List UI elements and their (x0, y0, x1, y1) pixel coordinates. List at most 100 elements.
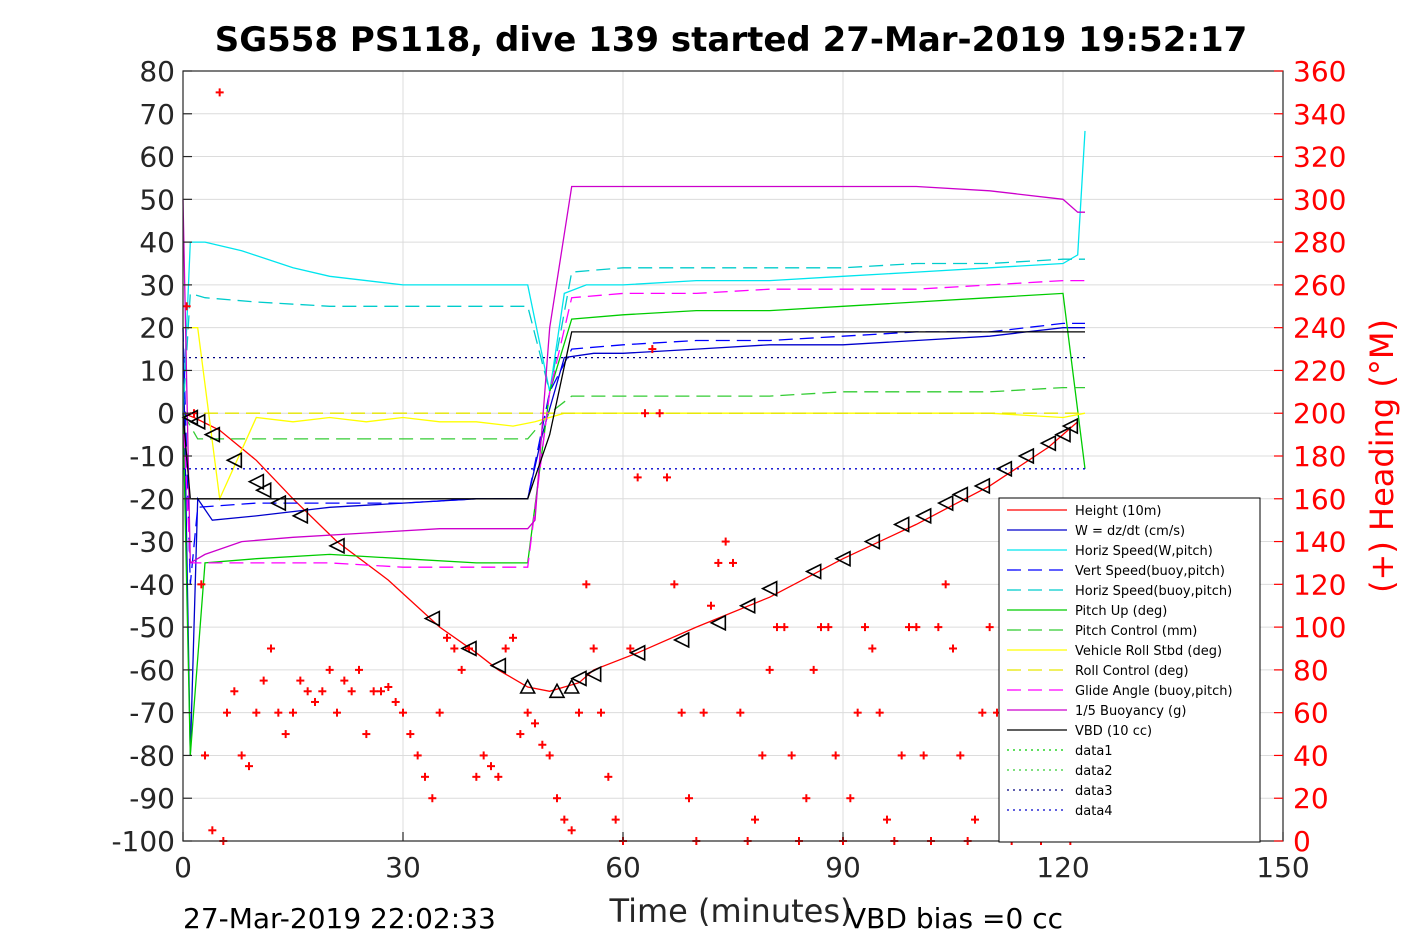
heading-point-20 (318, 687, 327, 696)
heading-point-33 (413, 751, 422, 760)
y-tick-label-4: 40 (139, 226, 175, 259)
x-tick-label-0: 0 (174, 851, 192, 884)
y-tick-label-2: 60 (139, 141, 175, 174)
series-line-2 (182, 130, 1086, 414)
footer-timestamp: 27-Mar-2019 22:02:33 (183, 902, 496, 935)
heading-point-60 (611, 815, 620, 824)
y-right-tick-label-5: 260 (1293, 269, 1346, 302)
heading-point-67 (663, 473, 671, 482)
series-line-1 (182, 327, 1085, 756)
marker-down-3 (225, 451, 243, 469)
y-right-tick-label-15: 60 (1293, 697, 1329, 730)
marker-down-13 (584, 665, 602, 683)
marker-down-30 (1054, 426, 1071, 443)
legend-box (998, 497, 1261, 843)
heading-point-4 (208, 826, 217, 835)
heading-point-48 (523, 708, 532, 717)
legend-entry-9: Glide Angle (buoy,pitch) (1075, 684, 1233, 699)
y-tick-label-7: 10 (139, 354, 175, 387)
legend-entry-0: Height (10m) (1075, 504, 1161, 519)
heading-point-99 (897, 751, 906, 760)
heading-point-42 (479, 751, 488, 760)
y-right-tick-label-12: 120 (1293, 568, 1346, 601)
heading-point-45 (501, 644, 510, 653)
heading-point-36 (435, 708, 444, 717)
heading-point-35 (428, 794, 437, 803)
marker-up-0 (519, 678, 537, 694)
heading-point-56 (582, 580, 591, 589)
heading-point-82 (773, 623, 781, 632)
heading-point-111 (985, 623, 994, 632)
heading-point-51 (545, 751, 554, 760)
heading-point-31 (399, 708, 407, 717)
series-line-10 (182, 185, 1085, 565)
marker-down-11 (489, 657, 507, 674)
y-right-tick-label-7: 220 (1293, 354, 1346, 387)
heading-point-58 (597, 708, 605, 717)
chart-title: SG558 PS118, dive 139 started 27-Mar-201… (215, 20, 1248, 60)
y-tick-label-16: -80 (129, 739, 175, 772)
heading-point-16 (289, 708, 297, 717)
heading-point-47 (516, 730, 525, 739)
legend-entry-7: Vehicle Roll Stbd (deg) (1075, 644, 1222, 659)
heading-point-96 (875, 708, 884, 717)
legend-entry-14: data3 (1075, 784, 1113, 799)
marker-down-17 (738, 597, 756, 615)
heading-point-101 (912, 623, 921, 632)
marker-down-2 (203, 426, 221, 443)
marker-up-1 (548, 682, 566, 699)
y-tick-label-17: -90 (129, 782, 175, 815)
heading-point-27 (369, 687, 378, 696)
marker-down-18 (760, 580, 778, 597)
heading-point-59 (604, 772, 613, 781)
heading-point-25 (355, 665, 363, 674)
heading-point-18 (303, 687, 312, 696)
heading-point-100 (905, 623, 913, 632)
heading-point-109 (971, 815, 979, 824)
heading-point-83 (780, 623, 789, 632)
legend-entry-10: 1/5 Buoyancy (g) (1075, 704, 1186, 719)
legend-entry-2: Horiz Speed(W,pitch) (1075, 544, 1213, 559)
marker-down-28 (1017, 447, 1035, 465)
heading-point-14 (274, 708, 283, 717)
heading-point-17 (296, 676, 305, 685)
heading-point-22 (333, 708, 341, 717)
heading-point-0 (182, 302, 191, 311)
heading-point-93 (853, 708, 862, 717)
y-tick-label-9: -10 (129, 440, 175, 473)
marker-down-25 (951, 486, 969, 503)
heading-point-53 (560, 815, 569, 824)
x-tick-label-3: 90 (825, 851, 861, 884)
marker-down-14 (628, 644, 646, 662)
heading-point-74 (714, 558, 723, 567)
y-right-tick-label-17: 20 (1293, 782, 1329, 815)
marker-down-21 (863, 533, 881, 550)
marker-down-1 (188, 413, 206, 431)
series-line-6 (182, 386, 1085, 440)
y-right-tick-label-13: 100 (1293, 611, 1346, 644)
heading-point-44 (494, 772, 503, 781)
heading-point-66 (655, 409, 664, 418)
y-right-tick-label-16: 40 (1293, 739, 1329, 772)
legend-entry-1: W = dz/dt (cm/s) (1075, 524, 1185, 539)
heading-point-107 (956, 751, 965, 760)
heading-point-19 (311, 697, 319, 706)
series-line-4 (182, 258, 1085, 414)
heading-point-75 (721, 537, 730, 546)
legend-entry-4: Horiz Speed(buoy,pitch) (1075, 584, 1232, 599)
y-right-tick-label-3: 300 (1293, 183, 1346, 216)
heading-point-102 (919, 751, 928, 760)
tick-layer: 0 30 60 90 120 15080706050403020100-10-20-30-… (111, 55, 1346, 884)
y-tick-label-11: -30 (129, 526, 175, 559)
heading-point-110 (978, 708, 987, 717)
heading-point-95 (868, 644, 877, 653)
heading-point-2 (197, 580, 206, 589)
heading-point-80 (758, 751, 767, 760)
heading-point-5 (215, 88, 224, 97)
heading-point-26 (362, 730, 371, 739)
y-tick-label-3: 50 (139, 183, 175, 216)
legend-entry-6: Pitch Control (mm) (1075, 624, 1197, 639)
y-right-tick-label-0: 360 (1293, 55, 1346, 88)
series-line-5 (182, 292, 1086, 756)
heading-point-70 (685, 794, 693, 803)
